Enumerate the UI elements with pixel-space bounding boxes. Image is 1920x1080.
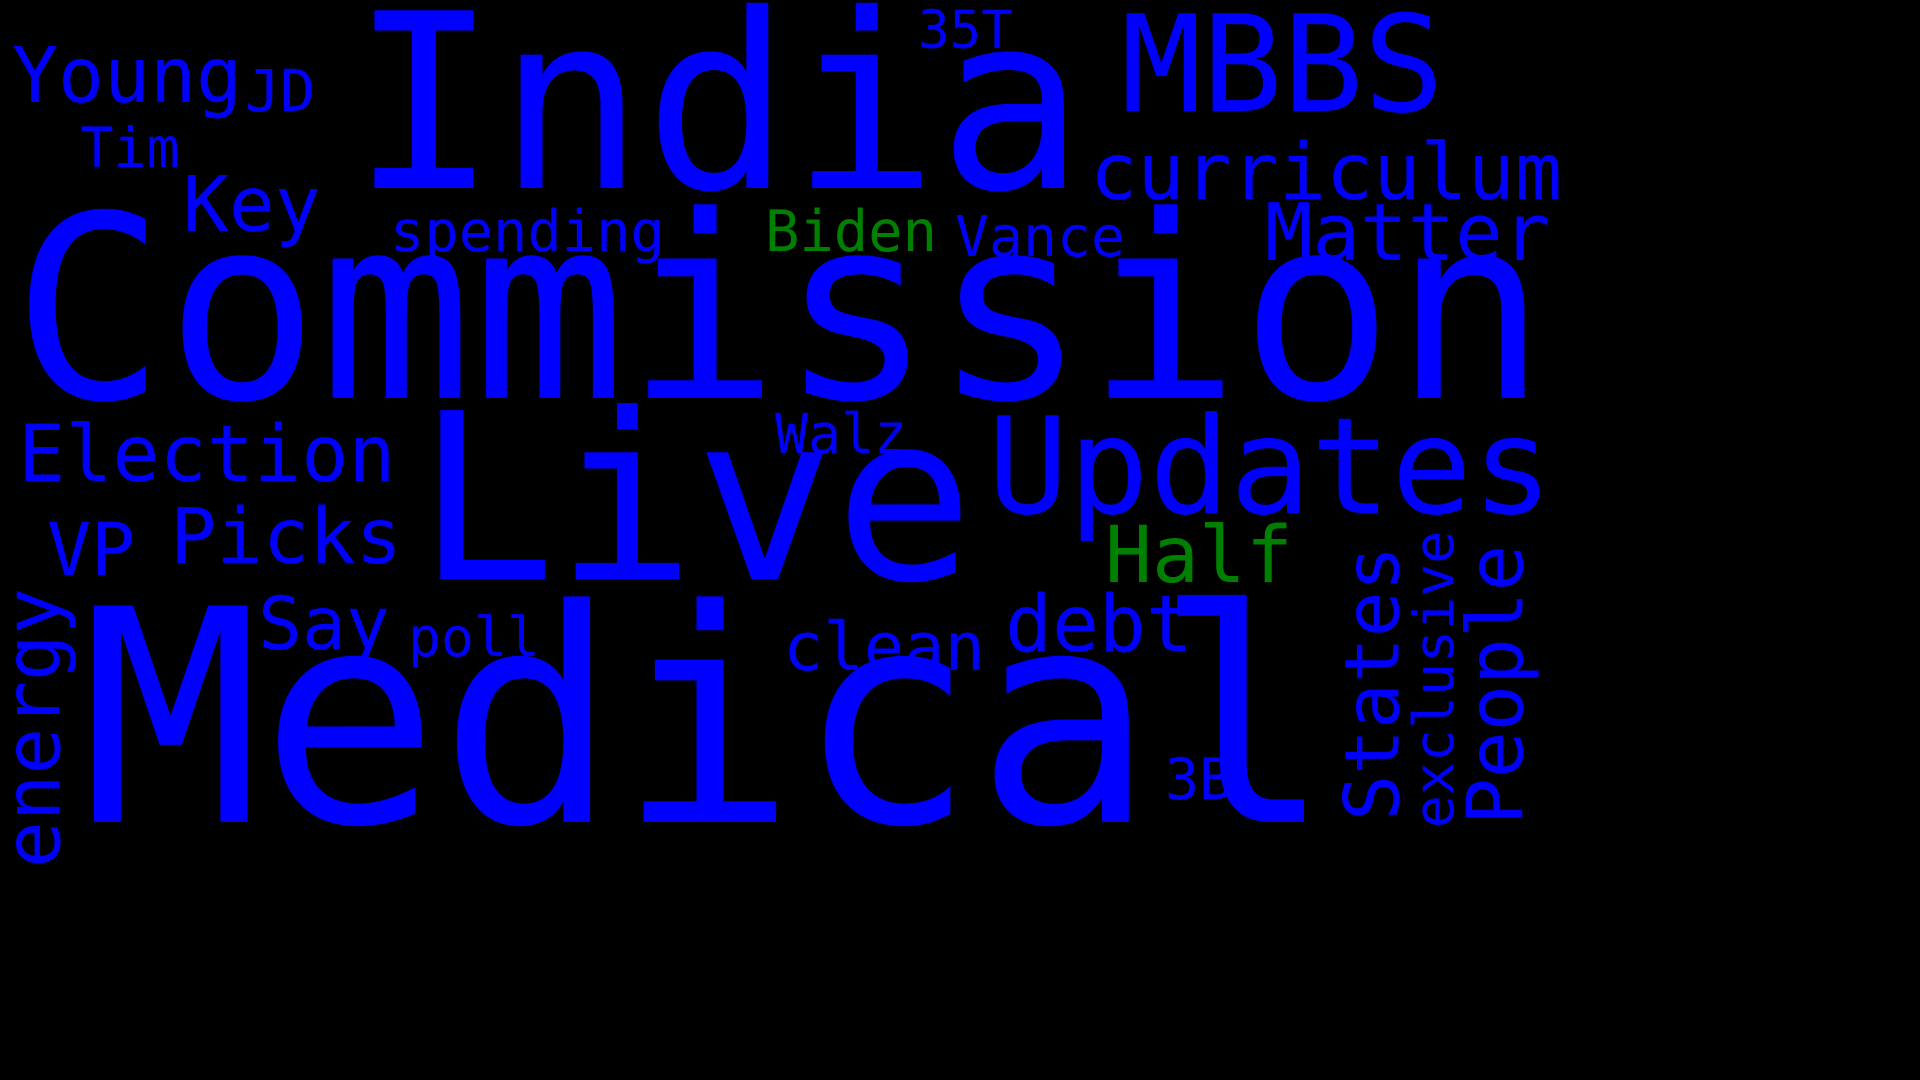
word-biden: Biden [765, 199, 937, 265]
word-poll: poll [408, 604, 540, 669]
word-key: Key [183, 159, 321, 249]
word-election: Election [18, 408, 396, 500]
word-commission: Commission [12, 161, 1548, 459]
word-jd: JD [245, 57, 316, 125]
word-mbbs: MBBS [1121, 0, 1445, 143]
word-clean: clean [783, 608, 985, 686]
word-debt: debt [1005, 579, 1193, 670]
word-curriculum: curriculum [1090, 126, 1563, 218]
word-vance: Vance [955, 205, 1125, 270]
word-tim: Tim [80, 116, 180, 180]
word-young: Young [12, 32, 243, 121]
word-matter: Matter [1265, 186, 1551, 279]
word-walz: Walz [775, 402, 908, 466]
word-say: Say [258, 581, 390, 667]
word-updates: Updates [987, 388, 1553, 545]
word-medical: Medical [81, 546, 1333, 893]
word-35t: 35T [918, 0, 1013, 61]
word-spending: spending [390, 199, 665, 265]
word-live: Live [416, 364, 974, 634]
word-people: People [1451, 544, 1542, 825]
word-3b: 3B [1165, 746, 1234, 813]
word-india: India [350, 0, 1085, 246]
word-vp: VP [47, 507, 136, 593]
word-picks: Picks [170, 492, 403, 582]
word-half: Half [1105, 511, 1293, 601]
word-states: States [1326, 545, 1416, 821]
word-energy: energy [0, 587, 79, 868]
